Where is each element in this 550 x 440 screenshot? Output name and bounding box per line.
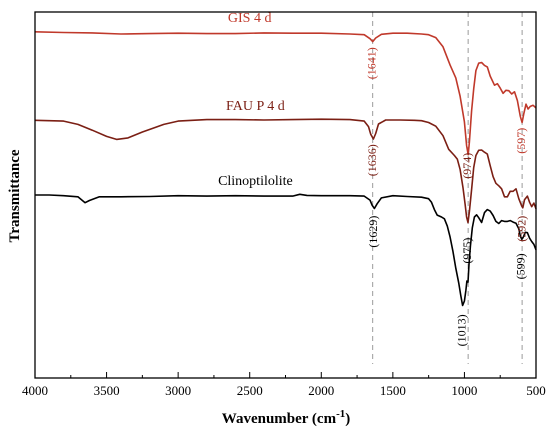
x-tick-label: 4000 <box>22 383 48 398</box>
spectra-series <box>34 31 537 307</box>
peak-label: (1013) <box>454 314 468 346</box>
peak-label: (1629) <box>366 216 380 248</box>
chart-annotations: GIS 4 d FAU P 4 d Clinoptilolite (1641) (597… <box>218 11 528 346</box>
peak-label: (1636) <box>365 144 379 176</box>
x-axis-title-superscript: -1 <box>336 408 345 420</box>
peak-label: (974) <box>460 153 474 179</box>
series-line <box>34 118 537 224</box>
series-line <box>34 31 537 156</box>
x-axis-ticks: 4000 3500 3000 2500 2000 1500 1000 500 <box>22 372 546 398</box>
peak-label: (592) <box>515 216 529 242</box>
peak-label: (599) <box>514 253 528 279</box>
x-tick-label: 2500 <box>237 383 263 398</box>
series-name-label: FAU P 4 d <box>226 99 285 114</box>
peak-guide-lines <box>372 12 523 364</box>
series-line <box>35 193 537 307</box>
x-tick-label: 1000 <box>451 383 477 398</box>
y-axis-title: Transmittance <box>7 149 23 242</box>
peak-label: (1641) <box>364 47 378 79</box>
x-tick-label: 2000 <box>308 383 334 398</box>
peak-label: (597) <box>514 128 528 154</box>
x-tick-label: 3500 <box>94 383 120 398</box>
x-axis-title: Wavenumber (cm-1) <box>222 408 350 427</box>
peak-label: (975) <box>460 238 474 264</box>
x-tick-label: 1500 <box>380 383 406 398</box>
series-name-label: GIS 4 d <box>228 11 272 26</box>
series-name-label: Clinoptilolite <box>218 174 293 189</box>
x-tick-label: 3000 <box>165 383 191 398</box>
x-axis-title-suffix: ) <box>345 411 350 427</box>
x-tick-label: 500 <box>526 383 546 398</box>
